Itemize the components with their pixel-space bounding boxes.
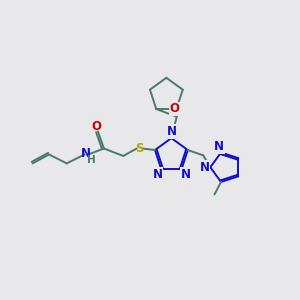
Text: N: N: [81, 147, 91, 160]
Text: N: N: [214, 140, 224, 153]
Text: N: N: [167, 125, 176, 138]
Text: O: O: [170, 103, 180, 116]
Text: O: O: [92, 120, 102, 133]
Text: H: H: [87, 155, 95, 165]
Text: N: N: [152, 168, 162, 181]
Text: N: N: [180, 168, 190, 181]
Text: N: N: [200, 161, 209, 174]
Text: S: S: [135, 142, 144, 155]
